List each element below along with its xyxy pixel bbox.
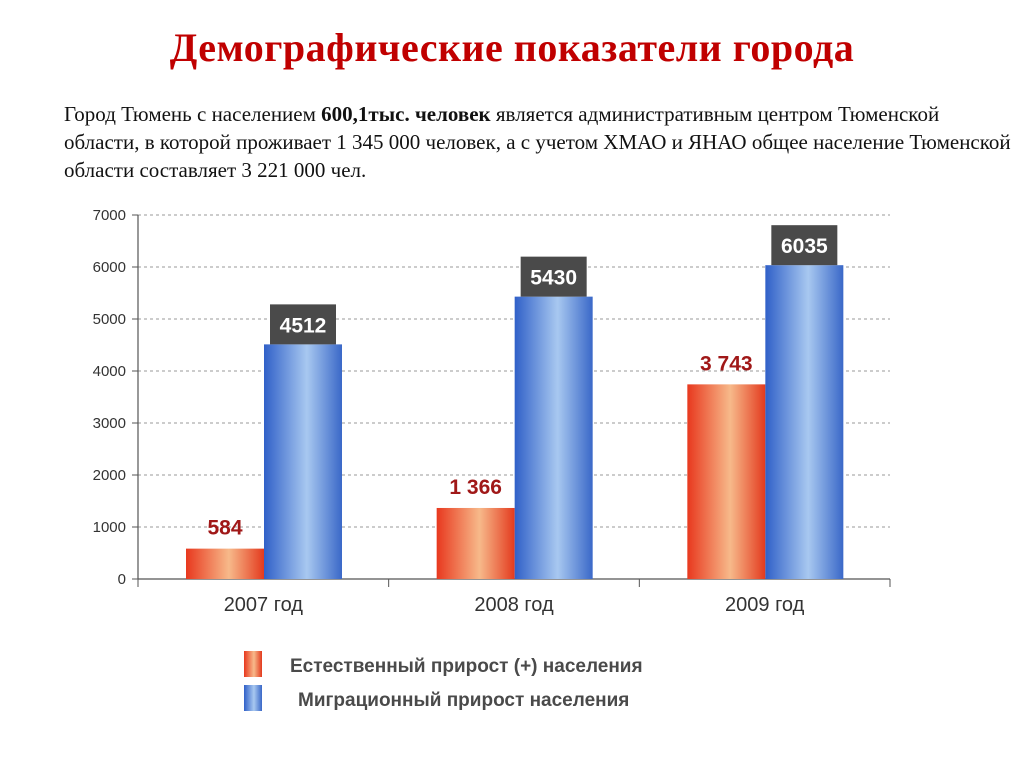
data-label-natural: 3 743 <box>700 352 753 375</box>
legend-entry: Естественный прирост (+) населения <box>290 656 643 677</box>
y-tick-label: 2000 <box>93 467 126 484</box>
legend-swatch <box>244 685 262 711</box>
y-tick-label: 4000 <box>93 363 126 380</box>
data-label-natural: 584 <box>207 517 242 540</box>
legend-swatch <box>244 651 262 677</box>
data-label-box-migration <box>270 304 336 345</box>
intro-population-highlight: 600,1тыс. человек <box>321 102 491 126</box>
x-category-label: 2007 год <box>224 594 304 616</box>
chart-legend: Естественный прирост (+) населения Миграц… <box>244 651 643 711</box>
data-label-migration: 6035 <box>781 235 828 258</box>
intro-text-end: является административным центром Тюменс… <box>64 102 1011 182</box>
y-tick-label: 7000 <box>93 207 126 224</box>
intro-text-start: Город Тюмень с населением <box>64 102 322 126</box>
data-label-box-migration <box>771 225 838 266</box>
data-label-natural: 1 366 <box>449 476 502 499</box>
x-category-label: 2008 год <box>474 594 554 616</box>
chart-data-labels: 584 4512 1 366 5430 3 743 6035 <box>207 225 838 540</box>
bar-natural-growth <box>687 384 766 579</box>
y-tick-label: 6000 <box>93 259 126 276</box>
chart-axes: 0 1000 2000 3000 4000 5000 6000 7000 2007 год 200… <box>93 207 891 616</box>
x-category-label: 2009 год <box>725 594 805 616</box>
y-tick-label: 1000 <box>93 519 126 536</box>
intro-paragraph: Город Тюмень с населением 600,1тыс. чело… <box>64 100 1014 184</box>
chart-bars <box>186 265 844 579</box>
page-title: Демографические показатели города <box>169 25 855 70</box>
legend-entry: Миграционный прирост населения <box>298 690 629 711</box>
data-label-migration: 4512 <box>280 314 327 337</box>
bar-natural-growth <box>436 507 515 579</box>
data-label-box-migration <box>520 256 587 297</box>
y-tick-label: 5000 <box>93 311 126 328</box>
bar-migration-growth <box>765 265 844 579</box>
data-label-migration: 5430 <box>530 267 577 290</box>
y-tick-label: 3000 <box>93 415 126 432</box>
bar-migration-growth <box>514 296 593 579</box>
bar-natural-growth <box>186 548 264 579</box>
y-tick-label: 0 <box>118 571 126 588</box>
bar-migration-growth <box>264 344 342 579</box>
